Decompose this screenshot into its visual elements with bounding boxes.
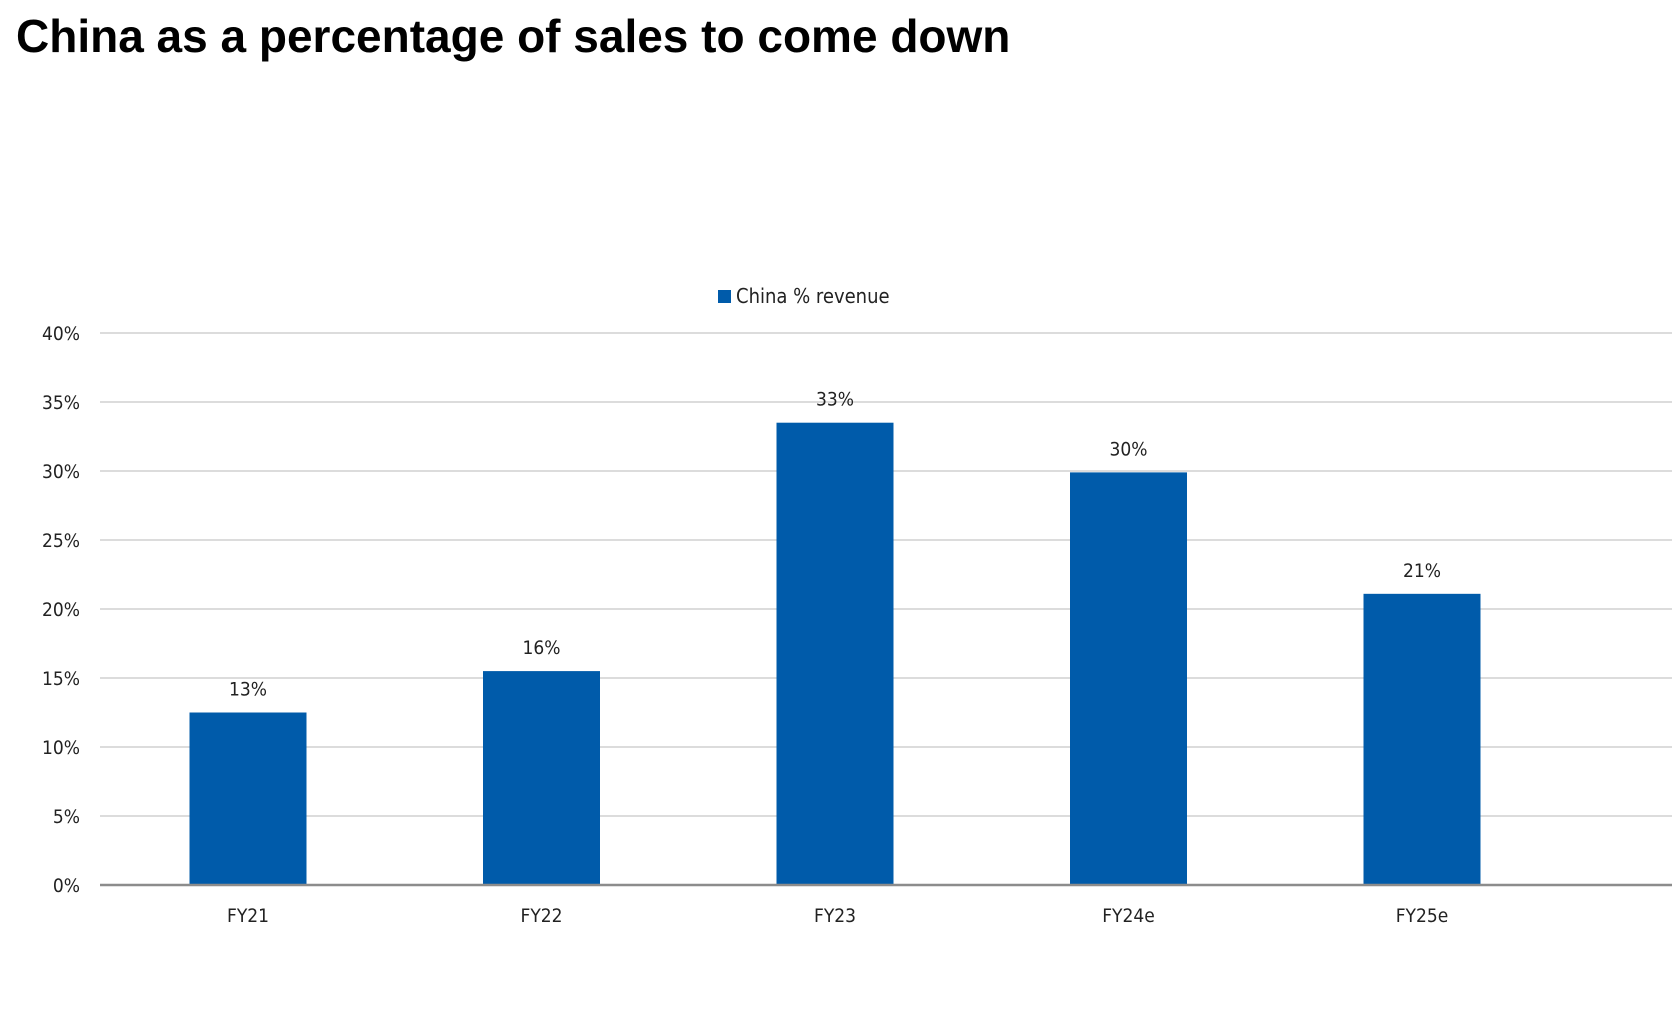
y-tick-label: 0% [53,875,80,897]
y-tick-label: 10% [42,737,80,759]
y-tick-label: 5% [53,806,80,828]
bar-fy25e [1363,593,1481,885]
data-label: 16% [523,637,561,659]
x-tick-label: FY21 [227,905,269,927]
y-tick-label: 40% [42,323,80,345]
data-label: 33% [816,389,854,411]
legend-label: China % revenue [736,284,890,308]
y-tick-label: 15% [42,668,80,690]
data-labels: 13% 16% 33% 30% 21% [229,389,1441,701]
bar-fy24e [1070,472,1187,885]
bar-fy23 [776,422,894,885]
x-tick-label: FY23 [814,905,856,927]
x-tick-label: FY22 [520,905,562,927]
chart-title: China as a percentage of sales to come d… [16,10,1011,62]
data-label: 13% [229,679,267,701]
y-tick-label: 35% [42,392,80,414]
data-label: 30% [1110,438,1148,460]
y-tick-label: 25% [42,530,80,552]
y-tick-label: 30% [42,461,80,483]
legend-swatch [718,290,731,303]
data-label: 21% [1403,560,1441,582]
x-tick-label: FY25e [1396,905,1449,927]
x-axis-tick-labels: FY21 FY22 FY23 FY24e FY25e [227,905,1448,927]
y-axis-tick-labels: 0% 5% 10% 15% 20% 25% 30% 35% 40% [42,323,80,897]
bar-fy21 [189,712,307,885]
x-tick-label: FY24e [1102,905,1155,927]
bars [189,422,1481,885]
y-tick-label: 20% [42,599,80,621]
legend: China % revenue [718,284,890,308]
bar-fy22 [483,671,600,885]
